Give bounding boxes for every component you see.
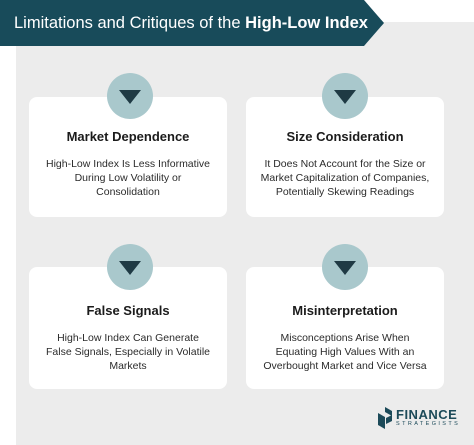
logo-main-text: FINANCE — [396, 407, 458, 423]
card-description: High-Low Index Is Less Informative Durin… — [46, 158, 210, 198]
logo-mark-icon — [378, 407, 392, 429]
title-bold: High-Low Index — [245, 13, 368, 32]
card-title: Size Consideration — [286, 129, 404, 144]
chevron-down-icon — [322, 73, 368, 119]
chevron-down-icon — [107, 244, 153, 290]
card-title: False Signals — [86, 303, 170, 318]
card-description: Misconceptions Arise When Equating High … — [263, 332, 427, 372]
card-title: Misinterpretation — [292, 303, 398, 318]
card-description: High-Low Index Can Generate False Signal… — [45, 332, 210, 372]
card-title: Market Dependence — [66, 129, 190, 144]
page-title: Limitations and Critiques of the High-Lo… — [14, 14, 368, 33]
chevron-down-icon — [322, 244, 368, 290]
logo-sub-text: STRATEGISTS — [396, 421, 461, 428]
header-banner: Limitations and Critiques of the High-Lo… — [0, 0, 384, 46]
chevron-down-icon — [107, 73, 153, 119]
title-prefix: Limitations and Critiques of the — [14, 13, 246, 32]
finance-strategists-logo: FINANCE STRATEGISTS — [378, 407, 460, 429]
card-description: It Does Not Account for the Size or Mark… — [260, 158, 430, 198]
